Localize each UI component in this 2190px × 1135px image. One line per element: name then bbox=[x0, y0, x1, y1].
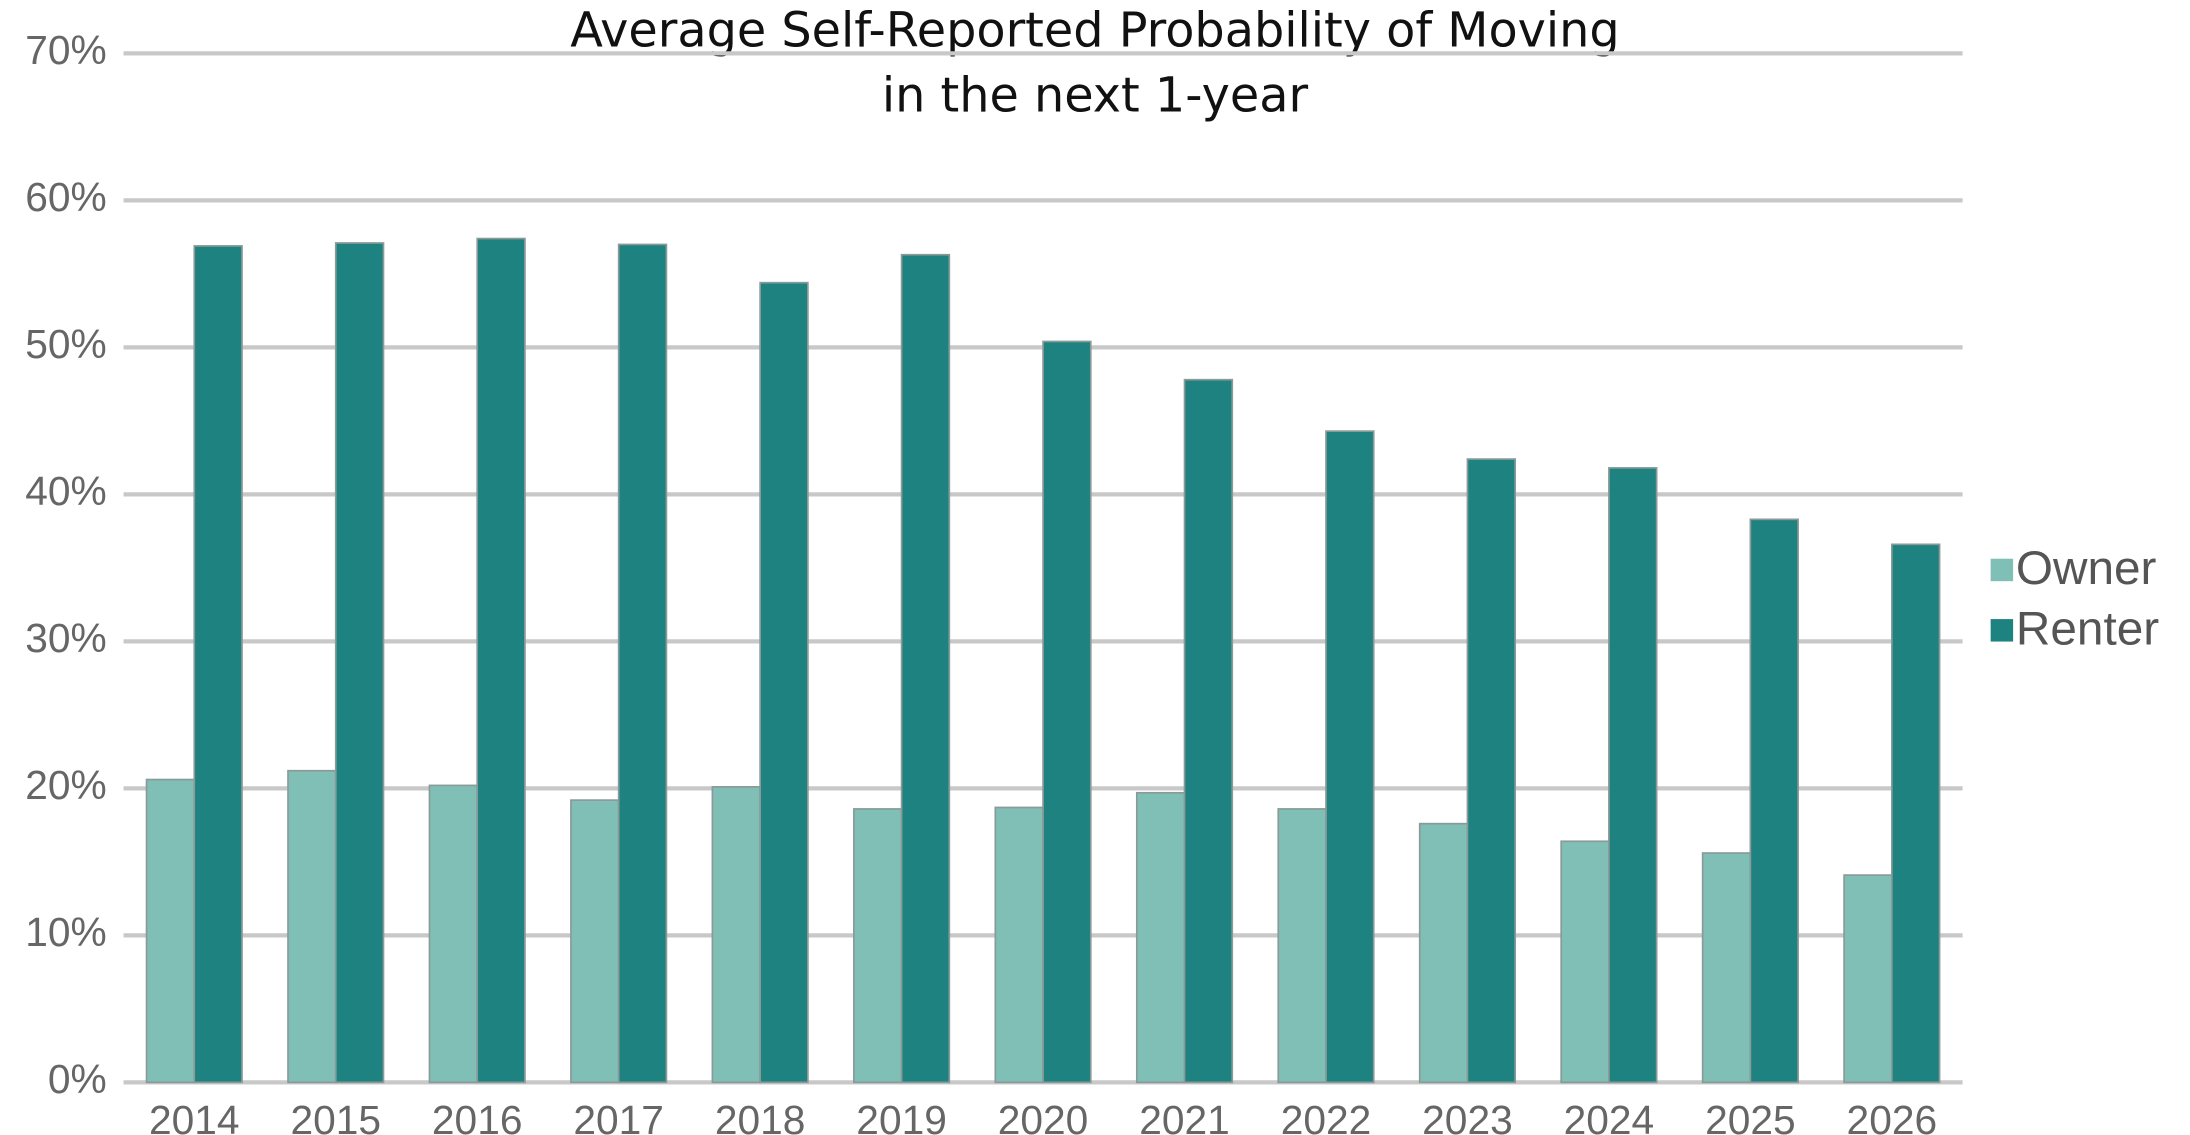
bar bbox=[853, 808, 903, 1084]
x-tick-label: 2022 bbox=[1281, 1097, 1372, 1135]
x-tick-label: 2016 bbox=[432, 1097, 523, 1135]
x-tick-label: 2020 bbox=[998, 1097, 1089, 1135]
y-tick-label: 10% bbox=[25, 909, 106, 955]
y-tick-label: 60% bbox=[25, 174, 106, 220]
y-tick-label: 40% bbox=[25, 468, 106, 514]
x-tick-label: 2025 bbox=[1705, 1097, 1796, 1135]
x-tick-label: 2015 bbox=[290, 1097, 381, 1135]
bar bbox=[1418, 822, 1469, 1084]
bar bbox=[1277, 808, 1327, 1084]
x-tick-label: 2017 bbox=[573, 1097, 664, 1135]
legend-label: Owner bbox=[2016, 542, 2157, 595]
legend-swatch bbox=[1990, 619, 2014, 642]
y-tick-label: 50% bbox=[25, 321, 106, 367]
bar bbox=[145, 778, 196, 1084]
chart-title: Average Self-Reported Probability of Mov… bbox=[570, 4, 1619, 59]
bar bbox=[570, 799, 620, 1084]
bar bbox=[1608, 467, 1658, 1084]
bar bbox=[428, 784, 479, 1084]
bar bbox=[1183, 378, 1234, 1084]
bar bbox=[334, 242, 385, 1084]
bar bbox=[287, 769, 337, 1084]
bar bbox=[759, 281, 809, 1084]
bar bbox=[1042, 340, 1092, 1084]
bar bbox=[617, 243, 668, 1084]
bar bbox=[1843, 874, 1893, 1084]
bar bbox=[1466, 458, 1517, 1084]
bar bbox=[1701, 852, 1752, 1084]
bar bbox=[1890, 543, 1941, 1084]
x-tick-label: 2026 bbox=[1847, 1097, 1938, 1135]
y-tick-label: 0% bbox=[48, 1056, 107, 1102]
x-tick-label: 2021 bbox=[1139, 1097, 1230, 1135]
bar bbox=[1325, 430, 1375, 1084]
y-tick-label: 30% bbox=[25, 615, 106, 661]
bar bbox=[900, 253, 951, 1084]
x-tick-label: 2018 bbox=[715, 1097, 806, 1135]
x-tick-label: 2023 bbox=[1422, 1097, 1513, 1135]
x-tick-label: 2024 bbox=[1564, 1097, 1655, 1135]
x-tick-label: 2019 bbox=[856, 1097, 947, 1135]
chart-title: in the next 1-year bbox=[882, 68, 1309, 123]
legend-swatch bbox=[1990, 558, 2014, 582]
bar bbox=[711, 786, 761, 1084]
x-tick-label: 2014 bbox=[149, 1097, 240, 1135]
bar bbox=[1560, 840, 1610, 1084]
legend-label: Renter bbox=[2016, 602, 2159, 655]
bar bbox=[1135, 791, 1186, 1084]
bar bbox=[476, 237, 526, 1084]
bar bbox=[193, 245, 243, 1084]
y-tick-label: 20% bbox=[25, 762, 106, 808]
bar bbox=[1749, 518, 1799, 1084]
y-tick-label: 70% bbox=[25, 27, 106, 73]
bar bbox=[994, 806, 1044, 1084]
